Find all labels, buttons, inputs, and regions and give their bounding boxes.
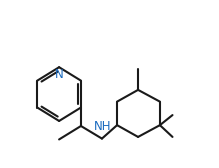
Text: N: N: [55, 68, 64, 81]
Text: NH: NH: [94, 120, 111, 133]
